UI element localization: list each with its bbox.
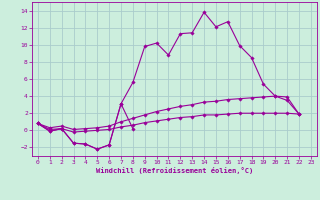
X-axis label: Windchill (Refroidissement éolien,°C): Windchill (Refroidissement éolien,°C): [96, 167, 253, 174]
